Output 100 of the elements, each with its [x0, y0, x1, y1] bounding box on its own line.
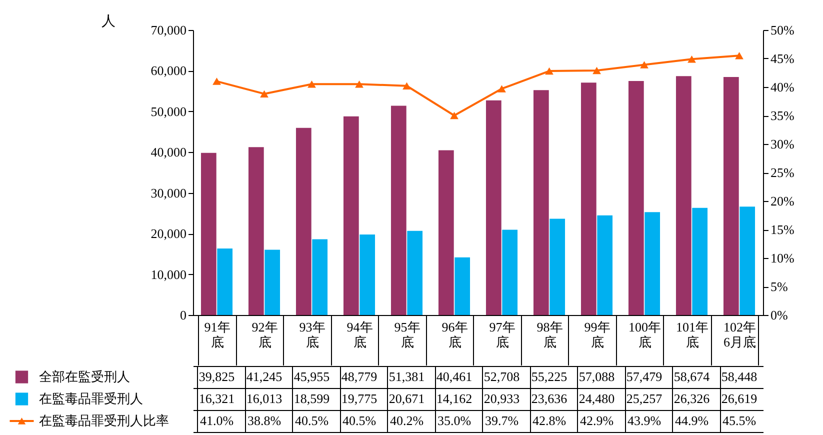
legend-label: 在監毒品罪受刑人: [38, 391, 143, 406]
bar: [264, 250, 280, 315]
y2-tick-label: 30%: [770, 136, 794, 152]
bar: [360, 234, 376, 315]
x-tick-label: 100年底: [628, 320, 661, 350]
bar: [550, 218, 566, 315]
x-tick-label: 92年底: [252, 320, 278, 350]
data-label: 16,321: [198, 391, 235, 406]
y-tick-label: 20,000: [150, 226, 186, 242]
data-label: 14,162: [436, 391, 472, 406]
point: [688, 55, 696, 63]
bar: [438, 150, 454, 315]
data-label: 41,245: [246, 369, 282, 384]
data-label: 40.2%: [390, 413, 424, 428]
y-tick-label: 30,000: [150, 185, 186, 200]
bar: [644, 212, 660, 315]
data-label: 40,461: [436, 369, 472, 384]
bar: [486, 100, 502, 315]
x-tick-label: 91年底: [204, 320, 230, 350]
y2-tick-label: 40%: [770, 80, 794, 94]
y2-tick-label: 45%: [770, 51, 794, 66]
y2-tick-label: 35%: [770, 108, 794, 123]
point: [450, 112, 458, 120]
data-label: 20,933: [484, 391, 520, 406]
bar: [200, 152, 216, 315]
x-tick-label: 93年底: [299, 320, 326, 350]
bar: [312, 239, 328, 315]
y-tick-label: 60,000: [150, 63, 186, 78]
data-label: 20,671: [388, 391, 425, 406]
legend-label: 在監毒品罪受刑人比率: [38, 413, 169, 428]
data-label: 35.0%: [437, 413, 472, 428]
y2-tick-label: 5%: [770, 279, 788, 294]
x-tick-label: 101年底: [676, 320, 708, 350]
data-label: 26,619: [721, 391, 758, 406]
y2-tick-label: 15%: [770, 222, 794, 237]
data-label: 44.9%: [674, 413, 709, 428]
y-tick-label: 40,000: [150, 144, 186, 160]
bar: [740, 206, 756, 315]
bar: [454, 257, 470, 315]
bar: [296, 128, 312, 315]
y-tick-label: 70,000: [150, 22, 186, 38]
point: [498, 85, 506, 92]
data-label: 16,013: [246, 391, 282, 406]
bar: [343, 116, 359, 315]
data-label: 52,708: [484, 369, 520, 384]
data-label: 18,599: [294, 391, 330, 406]
point: [592, 66, 601, 74]
data-label: 42.9%: [580, 413, 614, 428]
y-tick-label: 0: [180, 308, 186, 322]
point: [212, 78, 221, 85]
y2-tick-label: 50%: [770, 22, 794, 38]
bar: [502, 230, 518, 315]
data-label: 58,448: [721, 369, 758, 384]
x-tick-label: 97年底: [489, 320, 516, 350]
data-label: 38.8%: [247, 413, 282, 428]
point: [308, 80, 316, 88]
data-label: 45.5%: [722, 413, 756, 428]
data-label: 40.5%: [342, 413, 376, 428]
y2-tick-label: 20%: [770, 194, 794, 208]
data-label: 51,381: [388, 369, 425, 384]
bar: [248, 147, 264, 315]
y-tick-label: 10,000: [150, 266, 186, 282]
bar: [692, 208, 708, 315]
point: [402, 82, 411, 90]
x-tick-label: 96年底: [442, 320, 468, 350]
point: [545, 67, 554, 75]
data-label: 57,479: [626, 369, 662, 384]
bar: [533, 90, 549, 315]
bar: [723, 77, 739, 315]
bar: [217, 248, 233, 315]
y2-tick-label: 10%: [770, 250, 794, 266]
data-label: 39,825: [198, 369, 235, 384]
bar: [407, 230, 423, 315]
y2-tick-label: 25%: [770, 165, 794, 180]
bar: [676, 76, 692, 315]
bar: [597, 215, 613, 315]
point: [260, 90, 268, 98]
x-tick-label: 99年底: [584, 320, 610, 350]
x-tick-label: 98年底: [536, 320, 563, 350]
legend-label: 全部在監受刑人: [38, 369, 130, 384]
data-label: 25,257: [626, 391, 663, 406]
data-label: 55,225: [531, 369, 568, 384]
data-label: 45,955: [294, 369, 330, 384]
data-label: 43.9%: [627, 413, 662, 428]
data-label: 24,480: [578, 391, 615, 406]
bar: [628, 80, 644, 315]
bar: [580, 82, 596, 315]
point: [355, 80, 364, 88]
point: [640, 61, 648, 68]
point: [735, 52, 744, 60]
data-label: 57,088: [578, 369, 615, 384]
data-label: 58,674: [674, 369, 710, 384]
y-axis-title: 人: [102, 14, 116, 30]
y-tick-label: 50,000: [150, 104, 186, 119]
data-label: 39.7%: [484, 413, 519, 428]
data-label: 42.8%: [532, 413, 566, 428]
x-tick-label: 102年6月底: [724, 320, 756, 350]
x-tick-label: 94年底: [346, 320, 373, 350]
data-label: 23,636: [531, 391, 568, 406]
x-tick-label: 95年底: [394, 320, 420, 350]
